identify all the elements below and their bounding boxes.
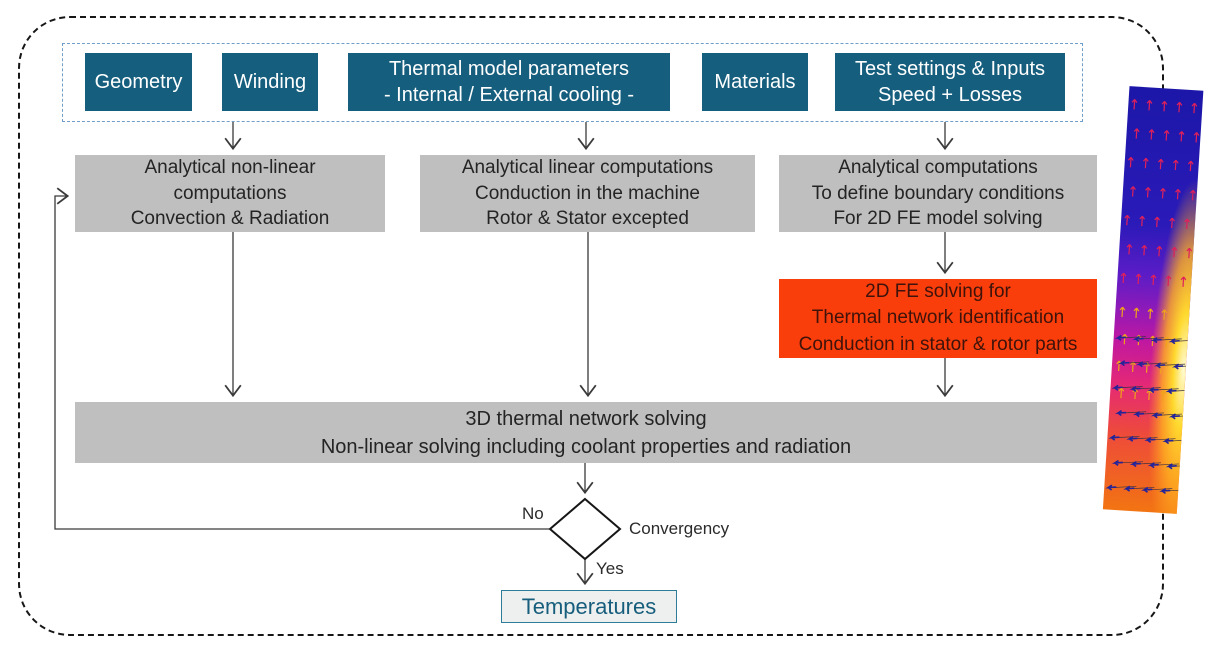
input-box-materials: Materials [702,53,808,111]
process-line: Convection & Radiation [130,208,330,230]
output-box-temperatures: Temperatures [501,590,677,623]
process-line: Analytical non-linear [144,157,316,179]
process-box-analytical-linear: Analytical linear computations Conductio… [420,155,755,232]
process-line: 2D FE solving for [865,281,1011,303]
process-box-boundary-conditions: Analytical computations To define bounda… [779,155,1097,232]
input-box-thermal-model-parameters: Thermal model parameters - Internal / Ex… [348,53,670,111]
decision-yes-label: Yes [596,559,624,578]
input-box-geometry: Geometry [85,53,192,111]
output-label: Temperatures [521,593,657,619]
process-line: Conduction in the machine [475,182,700,204]
input-box-sublabel: Speed + Losses [878,84,1022,106]
process-line: Analytical computations [838,157,1038,179]
process-line: For 2D FE model solving [833,208,1043,230]
input-box-winding: Winding [222,53,318,111]
decision-label: Convergency [629,519,730,538]
process-line: 3D thermal network solving [465,407,707,430]
input-box-test-settings: Test settings & Inputs Speed + Losses [835,53,1065,111]
process-line: Rotor & Stator excepted [486,208,689,230]
input-box-label: Test settings & Inputs [854,58,1046,80]
input-box-label: Thermal model parameters [388,58,630,80]
inputs-group-dashed-border [62,43,1083,122]
process-box-3d-network-solver: 3D thermal network solving Non-linear so… [75,402,1097,463]
process-line: Conduction in stator & rotor parts [798,333,1078,355]
process-box-analytical-nonlinear: Analytical non-linear computations Conve… [75,155,385,232]
fe-simulation-image [1102,86,1204,514]
process-line: computations [173,182,287,204]
input-box-sublabel: - Internal / External cooling - [383,84,635,106]
input-box-label: Geometry [94,71,183,93]
input-box-label: Materials [714,71,796,93]
input-box-label: Winding [233,71,307,93]
decision-no-label: No [522,504,544,523]
process-line: Thermal network identification [811,307,1065,329]
process-line: Non-linear solving including coolant pro… [320,435,852,458]
process-line: Analytical linear computations [461,157,714,179]
process-line: To define boundary conditions [811,182,1065,204]
process-box-2d-fe-solving: 2D FE solving for Thermal network identi… [779,279,1097,358]
